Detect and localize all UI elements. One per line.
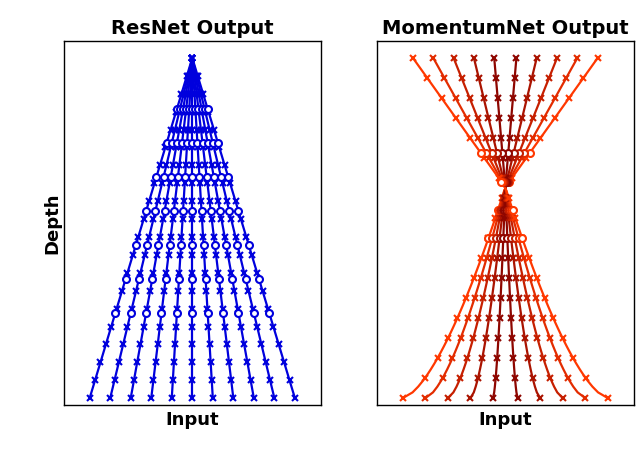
X-axis label: Input: Input	[166, 410, 219, 429]
Title: MomentumNet Output: MomentumNet Output	[382, 19, 628, 38]
X-axis label: Input: Input	[479, 410, 532, 429]
Y-axis label: Depth: Depth	[44, 192, 61, 254]
Title: ResNet Output: ResNet Output	[111, 19, 274, 38]
